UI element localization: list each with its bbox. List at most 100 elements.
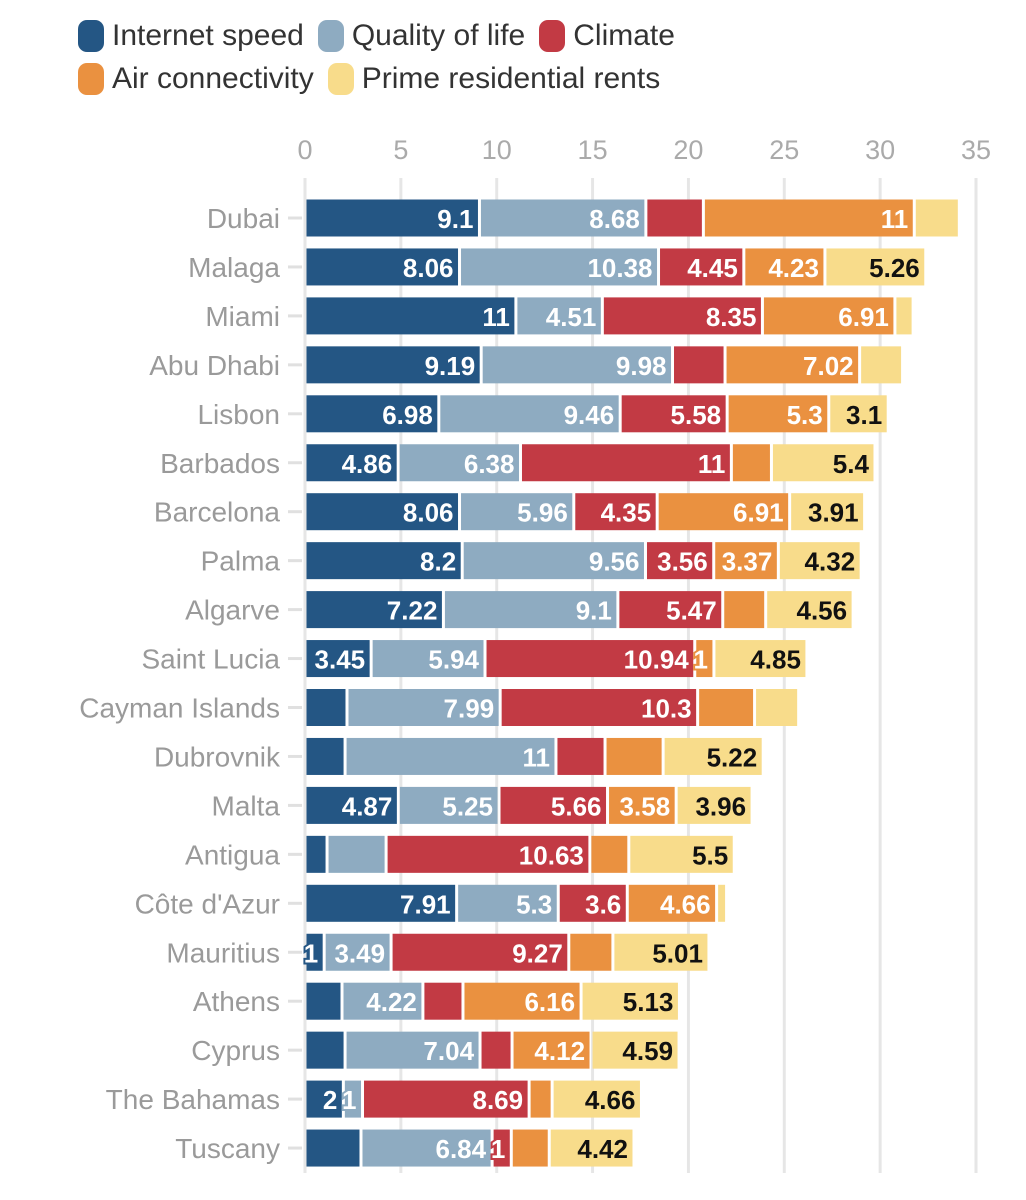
bar-segment (715, 640, 806, 678)
data-label: 6.38 (464, 449, 515, 479)
x-tick-label: 0 (297, 135, 312, 165)
data-label: 6.91 (733, 498, 784, 528)
bar-segment (325, 933, 390, 971)
bar-segment (306, 689, 346, 726)
x-tick-label: 10 (482, 135, 512, 165)
bar-segment (732, 444, 770, 482)
bar-segment (512, 1129, 548, 1167)
bar-segment (791, 493, 864, 531)
legend-label: Quality of life (351, 18, 526, 52)
bar-segment (463, 542, 644, 580)
data-label: 6.84 (436, 1134, 487, 1164)
bar-segment (486, 640, 694, 678)
bar-segment (896, 297, 912, 335)
bar-segment (461, 493, 573, 531)
data-label: 5.4 (833, 449, 870, 479)
data-label: 4.22 (366, 987, 417, 1017)
data-label: 10.94 (624, 645, 690, 675)
data-label: 3.45 (315, 645, 366, 675)
legend-item-internet-speed: Internet speed (78, 19, 304, 53)
legend-label: Air connectivity (112, 61, 314, 95)
data-label: 5.47 (666, 596, 717, 626)
data-label: 9.19 (425, 351, 476, 381)
bar-segment (306, 835, 326, 873)
bar-segment (306, 297, 515, 335)
data-label: 4.56 (797, 596, 848, 626)
data-label: 10.63 (519, 840, 584, 870)
bar-segment (592, 1031, 678, 1069)
y-tick-label: Miami (205, 301, 280, 332)
y-tick-label: Palma (201, 546, 281, 577)
bar-segment (500, 786, 607, 824)
data-label: 11 (881, 204, 909, 234)
legend-label: Climate (573, 18, 675, 52)
data-label: 4.12 (534, 1036, 585, 1066)
data-label: 4.23 (768, 253, 819, 283)
bar-segment (344, 1080, 362, 1118)
data-label: 6.91 (838, 302, 889, 332)
bar-segment (424, 982, 462, 1020)
data-label: 4.45 (687, 253, 738, 283)
data-label: 3.56 (657, 547, 708, 577)
data-label: 5.94 (428, 645, 479, 675)
data-label: 5.3 (516, 889, 552, 919)
x-tick-label: 30 (865, 135, 895, 165)
data-label: 4.87 (342, 791, 393, 821)
data-label: 1 (491, 1134, 505, 1164)
bar-segment (372, 640, 484, 678)
bar-segment (591, 835, 628, 873)
data-label: 1 (342, 1085, 356, 1115)
y-tick-label: Mauritius (166, 937, 280, 968)
data-label: 9.56 (589, 547, 640, 577)
bar-segment (550, 1129, 633, 1167)
bar-segment (517, 297, 601, 335)
bar-segment (480, 199, 645, 237)
bar-segment (647, 199, 702, 237)
y-tick-label: Lisbon (197, 399, 280, 430)
bar-segment (718, 884, 726, 922)
bar-segment (699, 689, 754, 726)
y-tick-label: Tuscany (175, 1133, 280, 1164)
data-label: 10.3 (641, 694, 692, 724)
bar-segment (306, 884, 456, 922)
data-label: 10.38 (587, 253, 652, 283)
bar-segment (399, 444, 519, 482)
y-tick-label: Antigua (185, 839, 280, 870)
bar-segment (306, 1129, 360, 1167)
bar-segment (614, 933, 708, 971)
y-tick-label: Malta (212, 790, 281, 821)
bar-segment (715, 542, 777, 580)
data-label: 5.01 (652, 938, 703, 968)
bar-segment (619, 591, 722, 629)
data-label: 11 (482, 302, 510, 332)
bar-segment (772, 444, 874, 482)
data-label: 9.27 (512, 938, 563, 968)
bar-segment (306, 493, 459, 531)
data-label: 1 (693, 645, 707, 675)
bar-segment (728, 395, 828, 433)
data-label: 5.26 (869, 253, 920, 283)
data-label: 4.66 (660, 889, 711, 919)
data-label: 4.35 (601, 498, 652, 528)
bar-segment (513, 1031, 590, 1069)
bar-segment (603, 297, 761, 335)
data-label: 3.6 (585, 889, 621, 919)
bar-segment (674, 346, 724, 384)
bar-segment (306, 1031, 344, 1069)
data-label: 4.66 (585, 1085, 636, 1115)
data-label: 11 (698, 449, 726, 479)
bar-segment (745, 248, 824, 286)
legend-label: Prime residential rents (361, 61, 661, 95)
data-label: 5.5 (692, 840, 728, 870)
bar-segment (362, 1129, 491, 1167)
y-tick-label: Cyprus (191, 1035, 280, 1066)
data-label: 4.32 (805, 547, 856, 577)
bar-segment (328, 835, 385, 873)
y-tick-label: Cayman Islands (79, 693, 280, 724)
bar-segment (343, 982, 422, 1020)
data-label: 9.1 (437, 204, 473, 234)
bar-segment (677, 786, 751, 824)
legend-item-climate: Climate (539, 19, 675, 53)
bar-segment (346, 1031, 479, 1069)
